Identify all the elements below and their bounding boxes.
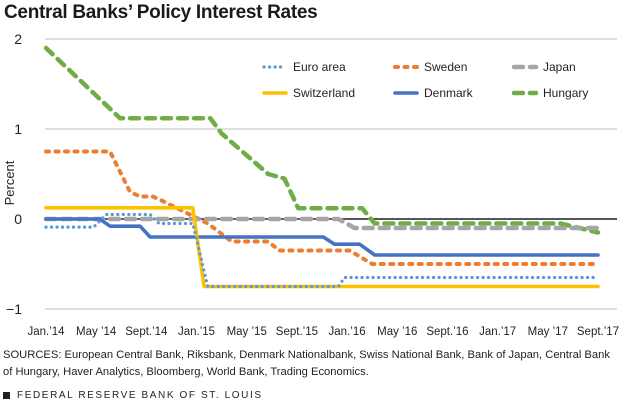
- y-tick-label: −1: [6, 301, 22, 317]
- legend-item-switzerland: Switzerland: [262, 86, 355, 100]
- legend-label: Sweden: [424, 60, 467, 74]
- series-line-denmark: [44, 217, 600, 257]
- series-lines: [43, 45, 601, 289]
- y-tick-label: 2: [14, 31, 22, 47]
- x-tick-label: May ’16: [377, 326, 417, 338]
- series-line-sweden: [44, 149, 600, 266]
- legend: Euro area Sweden Japan Switzerland Denmark Hu…: [262, 60, 588, 100]
- series-line-euro-area: [44, 212, 600, 289]
- legend-label: Japan: [543, 60, 576, 74]
- legend-item-euro-area: Euro area: [262, 60, 346, 74]
- legend-item-sweden: Sweden: [393, 60, 467, 74]
- x-tick-label: Sept.’14: [125, 326, 168, 338]
- legend-item-hungary: Hungary: [511, 86, 588, 100]
- legend-label: Euro area: [293, 60, 346, 74]
- x-tick-labels: Jan.’14 May ’14 Sept.’14 Jan.’15 May ’15 Sept…: [27, 326, 619, 338]
- sources-note: SOURCES: European Central Bank, Riksbank…: [3, 349, 610, 378]
- x-tick-label: Sept.’15: [276, 326, 318, 338]
- footer: FEDERAL RESERVE BANK OF ST. LOUIS: [3, 390, 263, 401]
- x-tick-label: May ’17: [528, 326, 568, 338]
- legend-label: Switzerland: [293, 86, 355, 100]
- series-line-hungary: [43, 45, 601, 235]
- y-tick-label: 1: [14, 121, 22, 137]
- footer-text: FEDERAL RESERVE BANK OF ST. LOUIS: [17, 390, 263, 401]
- series-line-japan: [43, 216, 601, 231]
- y-tick-label: 0: [14, 211, 22, 227]
- line-chart: 2 1 0 −1 Jan.’14 May ’14 Sept.’14 Jan.’15 May ’…: [2, 31, 619, 338]
- x-tick-label: Jan.’16: [329, 326, 366, 338]
- legend-label: Denmark: [424, 86, 474, 100]
- y-tick-labels: 2 1 0 −1: [6, 31, 22, 317]
- x-tick-label: May ’15: [227, 326, 267, 338]
- grid-lines: [45, 38, 617, 310]
- legend-item-denmark: Denmark: [393, 86, 474, 100]
- legend-item-japan: Japan: [511, 60, 576, 74]
- x-tick-label: Sept.’16: [426, 326, 468, 338]
- chart-title: Central Banks’ Policy Interest Rates: [4, 2, 318, 23]
- legend-label: Hungary: [543, 86, 588, 100]
- y-axis-label: Percent: [2, 160, 17, 205]
- x-tick-label: Jan.’14: [27, 326, 65, 338]
- x-tick-label: Jan.’17: [479, 326, 516, 338]
- x-tick-label: Jan.’15: [178, 326, 215, 338]
- x-tick-label: Sept.’17: [577, 326, 619, 338]
- x-tick-label: May ’14: [76, 326, 117, 338]
- footer-square-icon: [3, 392, 10, 399]
